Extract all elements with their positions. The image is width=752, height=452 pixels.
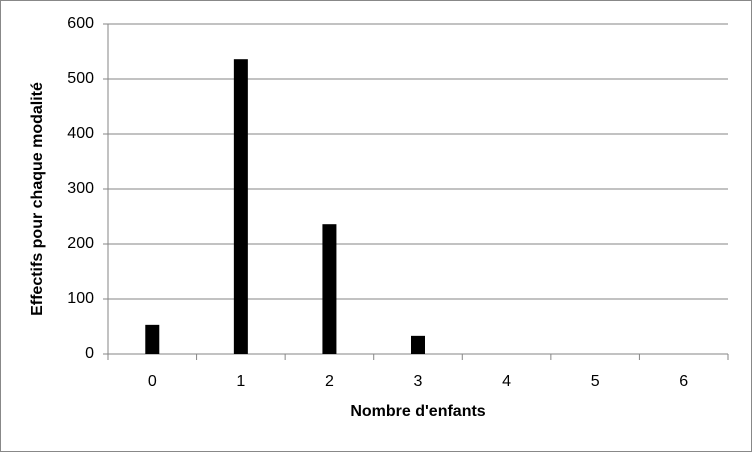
x-tick-label: 2 [325,373,334,390]
bar [233,59,248,354]
y-tick-label: 400 [67,125,94,142]
y-tick-label: 100 [67,290,94,307]
x-axis-title: Nombre d'enfants [350,403,485,420]
bar [411,335,425,354]
y-axis-title: Effectifs pour chaque modalité [29,82,46,316]
bar [145,324,160,354]
x-tick-label: 0 [148,373,157,390]
y-tick-label: 500 [67,70,94,87]
x-tick-label: 5 [591,373,600,390]
y-tick-label: 600 [67,15,94,32]
x-tick-label: 1 [236,373,245,390]
y-tick-label: 200 [67,235,94,252]
x-tick-label: 3 [414,373,423,390]
y-tick-label: 0 [85,345,94,362]
bar [322,224,337,354]
y-tick-label: 300 [67,180,94,197]
x-tick-label: 4 [502,373,511,390]
x-tick-label: 6 [679,373,688,390]
